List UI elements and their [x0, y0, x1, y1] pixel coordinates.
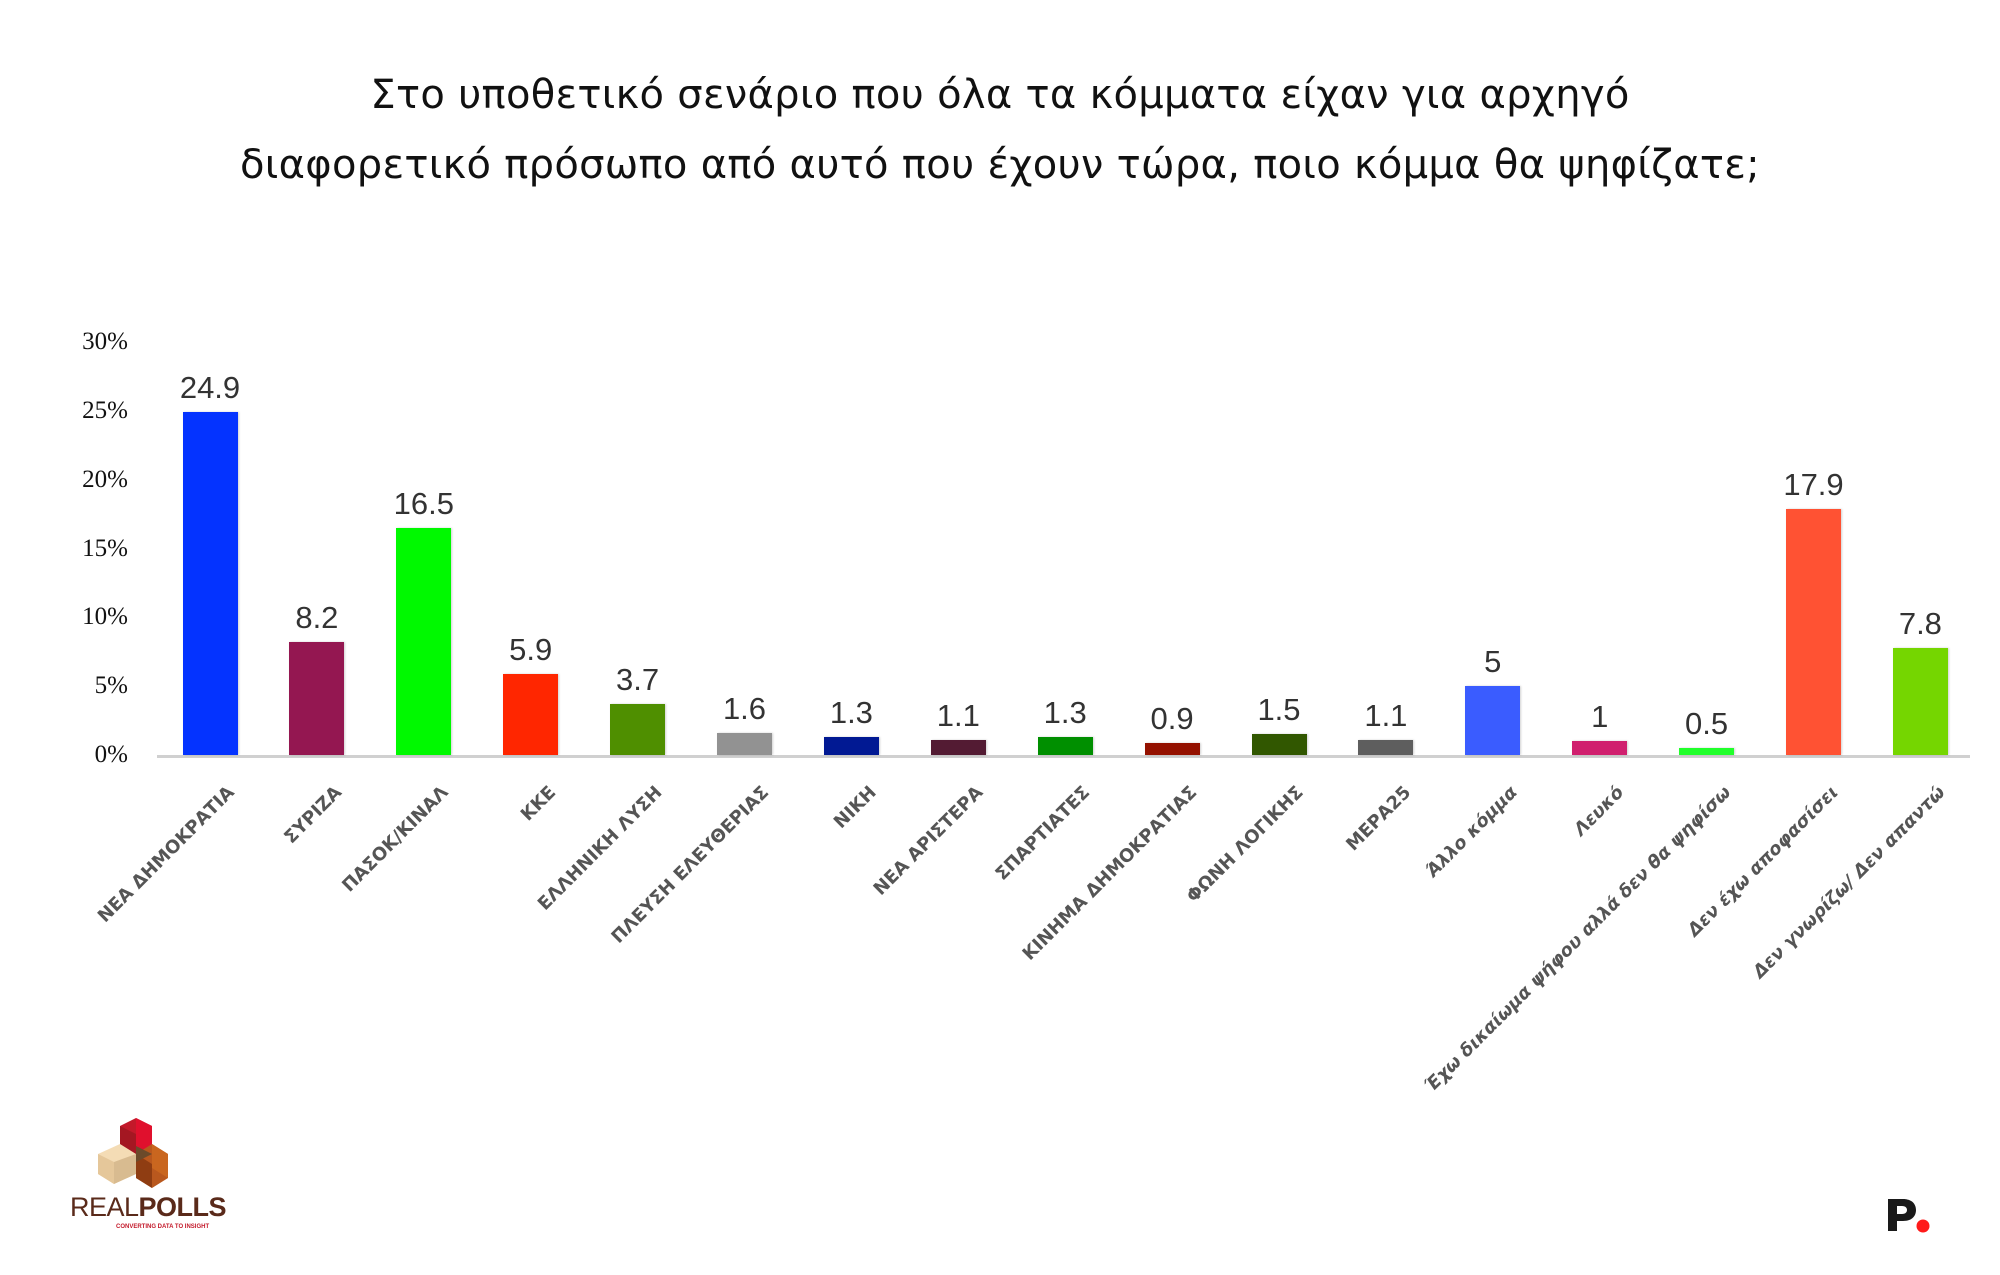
x-category-label: ΣΠΑΡΤΙΑΤΕΣ [991, 782, 1095, 885]
x-category-label: Δεν γνωρίζω/ Δεν απαντώ [1748, 782, 1950, 983]
publisher-logo [1885, 1195, 1935, 1235]
bar-value-label: 17.9 [1783, 466, 1844, 502]
chart-title-line-2: διαφορετικό πρόσωπο από αυτό που έχουν τ… [240, 142, 1760, 188]
bar-value-label: 1.6 [722, 690, 767, 726]
bar [1465, 686, 1521, 755]
bar-value-label: 3.7 [616, 662, 660, 698]
y-tick-label: 10% [82, 603, 128, 631]
bar [1037, 737, 1093, 755]
x-category-label: Άλλο κόμμα [1422, 782, 1522, 882]
y-tick-label: 30% [82, 328, 128, 355]
bar [1892, 647, 1948, 755]
chart-title-line-1: Στο υποθετικό σενάριο που όλα τα κόμματα… [370, 72, 1630, 118]
bar [182, 412, 238, 755]
bar [503, 673, 559, 755]
bar [1572, 741, 1628, 755]
bar-value-label: 24.9 [179, 370, 241, 406]
x-category-label: ΣΥΡΙΖΑ [279, 782, 346, 848]
bar [396, 527, 452, 755]
bar [1679, 748, 1735, 755]
bar [823, 737, 879, 755]
y-tick-label: 15% [82, 534, 128, 562]
y-tick-label: 0% [94, 741, 128, 768]
bar [930, 739, 986, 755]
bar-value-label: 0.5 [1685, 706, 1729, 742]
x-category-label: ΝΙΚΗ [829, 782, 881, 833]
realpolls-logo: REALPOLLS CONVERTING DATA TO INSIGHT [68, 1118, 248, 1238]
bar-value-label: 8.2 [295, 600, 339, 636]
bar [717, 732, 772, 755]
bar-value-label: 16.5 [393, 485, 454, 521]
y-tick-label: 20% [82, 465, 128, 493]
realpolls-cubes-icon [98, 1118, 168, 1188]
realpolls-word-real: REAL [70, 1192, 139, 1222]
x-category-label: ΜΕΡΑ25 [1341, 782, 1415, 856]
bar-value-label: 5.9 [509, 631, 553, 667]
bar-value-label: 1.3 [829, 695, 873, 731]
bar-value-label: 1.1 [936, 697, 980, 733]
bar-value-label: 1 [1591, 699, 1609, 735]
bar-value-label: 5 [1484, 644, 1502, 680]
x-category-label: ΦΩΝΗ ΛΟΓΙΚΗΣ [1182, 782, 1308, 907]
publisher-p-dot-icon [1888, 1199, 1930, 1233]
x-category-label: ΝΕΑ ΑΡΙΣΤΕΡΑ [869, 782, 988, 900]
x-category-label: ΚΚΕ [516, 782, 560, 826]
bar [1144, 742, 1200, 755]
y-tick-label: 5% [94, 672, 128, 700]
x-category-label: Λευκό [1570, 782, 1629, 841]
bar-value-label: 1.5 [1257, 692, 1301, 728]
x-category-label: ΝΕΑ ΔΗΜΟΚΡΑΤΙΑ [94, 782, 239, 927]
bar [1251, 734, 1307, 755]
realpolls-word-polls: POLLS [138, 1192, 227, 1222]
bar [1786, 508, 1841, 755]
x-category-label: ΠΑΣΟΚ/ΚΙΝΑΛ [338, 782, 453, 897]
bar-value-label: 7.8 [1898, 605, 1942, 641]
x-axis-line [157, 755, 1970, 758]
x-category-label: ΚΙΝΗΜΑ ΔΗΜΟΚΡΑΤΙΑΣ [1018, 782, 1201, 965]
bar-value-label: 0.9 [1150, 700, 1194, 736]
realpolls-wordmark: REALPOLLS [70, 1192, 227, 1223]
y-tick-label: 25% [82, 396, 128, 424]
realpolls-tagline: CONVERTING DATA TO INSIGHT [116, 1224, 210, 1230]
bar-value-label: 1.3 [1043, 695, 1087, 731]
bar-value-label: 1.1 [1364, 697, 1408, 733]
bar [1358, 739, 1414, 755]
bar [610, 704, 666, 755]
bar [289, 642, 345, 755]
